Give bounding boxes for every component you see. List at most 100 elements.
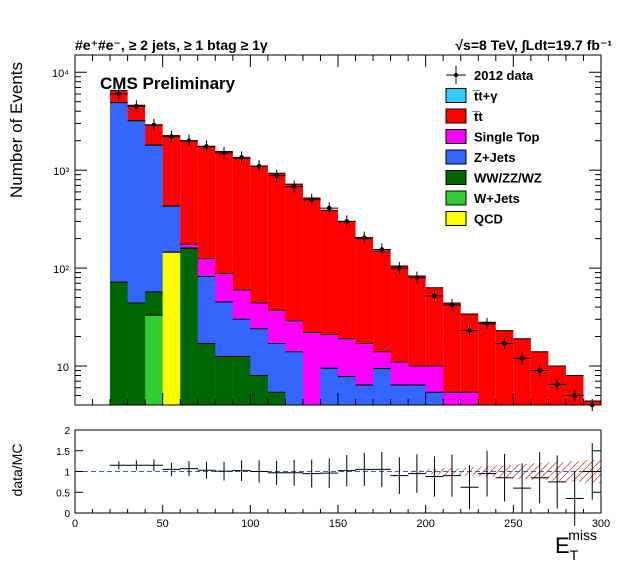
legend-entry: QCD (445, 211, 503, 227)
data-point-marker (414, 275, 420, 280)
ratio-point (513, 463, 532, 513)
data-point-marker (572, 393, 577, 398)
ratio-point (442, 454, 461, 497)
data-point (109, 87, 128, 100)
zjets-bar (408, 385, 426, 405)
legend-entry: Z+Jets (445, 149, 516, 165)
data-point (372, 243, 391, 256)
data-point-marker (204, 144, 209, 149)
ratio-point (144, 459, 163, 472)
data-point-marker (326, 205, 332, 211)
legend-swatch (445, 129, 467, 144)
ratio-y-tick-label: 0.5 (56, 488, 70, 499)
data-point-marker (151, 122, 157, 128)
legend-marker (454, 73, 458, 77)
data-point-marker (397, 265, 402, 271)
axis-ticks: 10 10² 10³ 10⁴ (52, 55, 602, 406)
data-point-marker (274, 173, 279, 178)
diboson-bar (110, 282, 128, 405)
ttbar-bar (495, 330, 514, 405)
legend-entry: Single Top (445, 129, 540, 145)
ratio-point (495, 453, 514, 502)
legend-swatch (445, 149, 467, 165)
data-point-marker (554, 382, 560, 387)
legend-entry: W+Jets (445, 190, 520, 206)
data-point-marker (134, 103, 139, 109)
data-point (478, 317, 497, 330)
ratio-y-tick-label: 2 (64, 426, 70, 437)
ratio-y-tick-label: 0 (64, 509, 70, 520)
ratio-point (285, 459, 304, 486)
x-tick-label: 150 (329, 518, 347, 530)
legend-label: WW/ZZ/WZ (474, 171, 542, 186)
data-point-marker (502, 341, 507, 346)
data-point-marker (484, 321, 490, 327)
ratio-point (530, 452, 549, 504)
zjets-bar (320, 368, 338, 405)
ratio-point (215, 461, 234, 481)
ratio-point (302, 459, 321, 488)
diboson-bar (250, 375, 268, 405)
ratio-point (109, 461, 128, 470)
zjets-bar (267, 343, 286, 405)
zjets-bar (355, 385, 374, 405)
cms-watermark: CMS Preliminary (100, 74, 236, 93)
legend-label: QCD (474, 212, 503, 227)
data-point (302, 193, 321, 206)
legend-swatch (445, 211, 467, 226)
data-point (460, 324, 479, 337)
data-point-marker (256, 163, 262, 169)
data-point-marker (449, 302, 455, 308)
ratio-point (565, 471, 584, 526)
zjets-bar (373, 368, 391, 405)
diboson-bar (215, 356, 233, 405)
legend-entry: t̅t+γ (445, 88, 498, 104)
ttbar-bar (530, 351, 549, 405)
data-point-marker (537, 368, 542, 373)
data-point (320, 202, 339, 215)
legend-entry: 2012 data (446, 66, 534, 84)
ratio-point (548, 455, 567, 509)
ratio-plot: 0 0.5 1 1.5 2 0 50 100 150 200 250 300 (56, 426, 610, 530)
diboson-bar (197, 343, 216, 405)
x-axis-label: ETmiss (555, 527, 597, 563)
data-point (144, 118, 163, 131)
data-point (495, 337, 514, 350)
y-tick-label: 10⁴ (52, 68, 69, 80)
data-point (530, 364, 549, 377)
data-point-marker (362, 235, 367, 240)
ratio-point (232, 460, 251, 481)
single_top-bar (443, 392, 461, 405)
ratio-point (372, 451, 391, 487)
diboson-bar (180, 248, 198, 405)
ratio-point (267, 460, 286, 485)
data-point (197, 140, 216, 153)
ratio-point (355, 452, 374, 487)
x-tick-label: 250 (504, 518, 522, 530)
qcd-bar (162, 252, 181, 405)
data-point (127, 100, 146, 113)
ratio-point (478, 450, 497, 497)
data-point (179, 134, 198, 147)
x-tick-label: 300 (592, 518, 610, 530)
zjets-bar (338, 376, 356, 405)
x-tick-label: 0 (72, 518, 78, 530)
ttbar-bar (513, 338, 531, 405)
stacked-histogram: 10 10² 10³ 10⁴ (52, 54, 602, 411)
zjets-bar (390, 385, 409, 405)
diboson-bar (232, 356, 251, 405)
ratio-point (407, 454, 426, 493)
ratio-y-tick-label: 1 (64, 468, 70, 479)
x-tick-label: 200 (416, 518, 434, 530)
data-point (390, 262, 409, 275)
data-point (513, 352, 532, 365)
legend-label: t̅t (472, 109, 483, 124)
data-point (267, 169, 286, 182)
ttbar-bar (443, 303, 461, 405)
data-points-layer (109, 87, 602, 411)
ratio-point (337, 454, 356, 487)
ratio-point (390, 457, 409, 495)
top-y-axis-label: Number of Events (7, 62, 26, 198)
wjets-bar (145, 315, 163, 405)
